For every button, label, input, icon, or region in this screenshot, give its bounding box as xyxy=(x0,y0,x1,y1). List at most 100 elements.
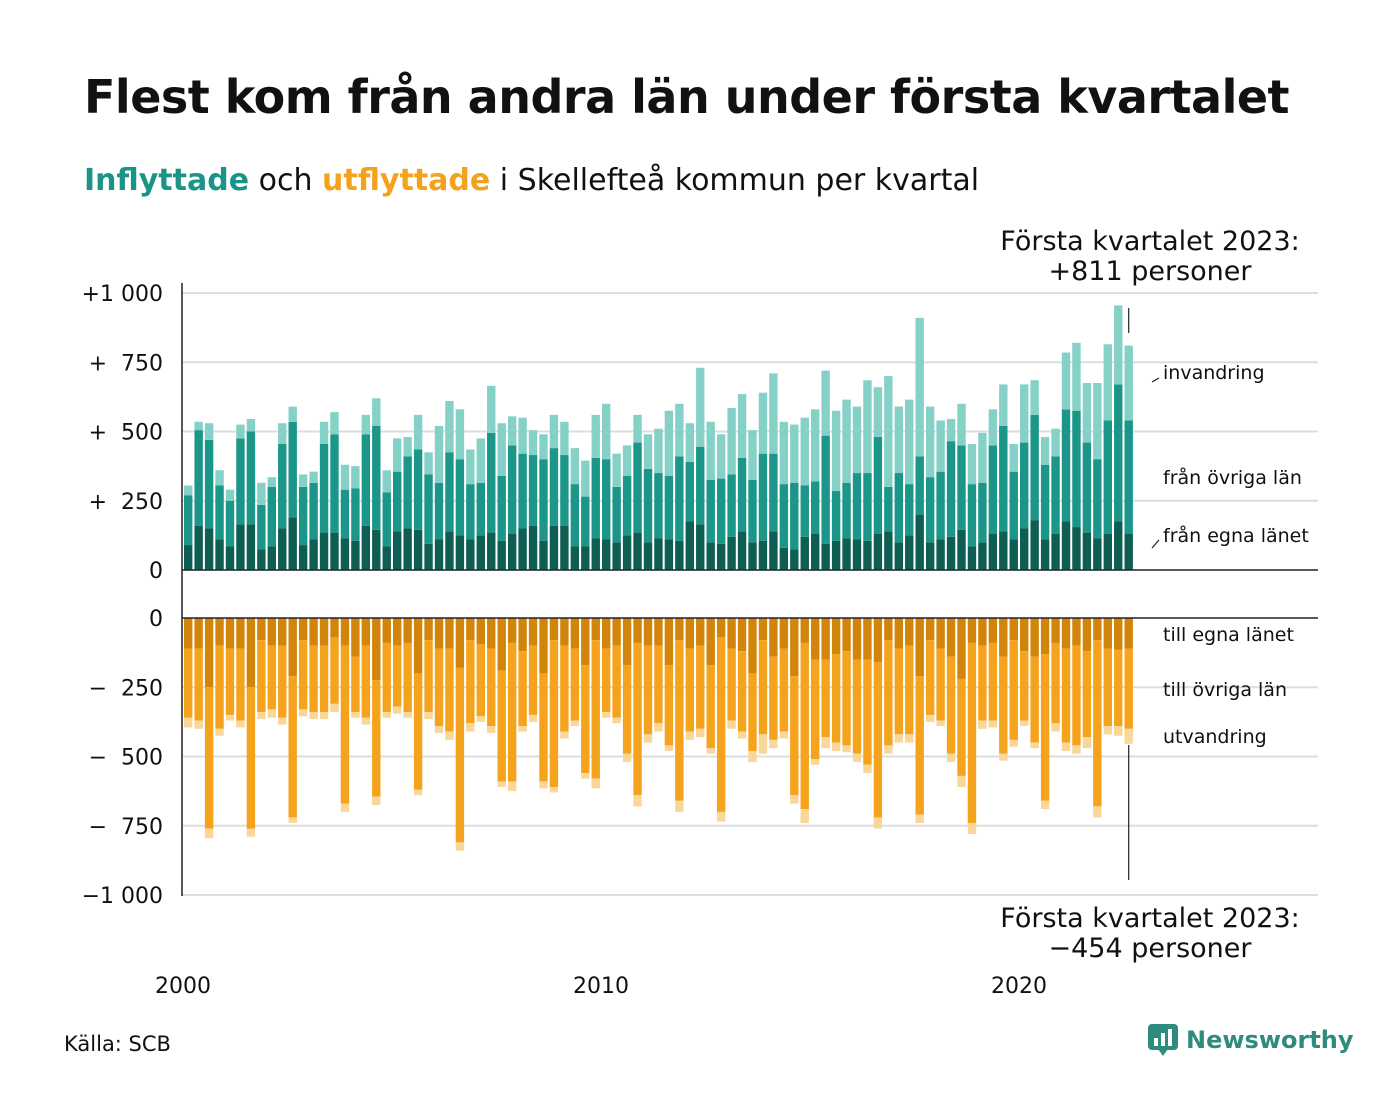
bar-till-egna-länet xyxy=(1040,618,1050,655)
bar-från-egna-länet xyxy=(727,536,736,570)
bar-utvandring xyxy=(351,712,360,718)
bar-till-egna-länet xyxy=(905,618,914,646)
subtitle-middle: och xyxy=(249,163,322,198)
bar-till-egna-länet xyxy=(863,618,872,660)
bar-utvandring xyxy=(664,745,674,751)
bar-till-egna-länet xyxy=(225,618,235,649)
x-tick-label: 2010 xyxy=(573,974,629,999)
bar-till-egna-länet xyxy=(612,618,621,646)
bar-från-egna-länet xyxy=(351,540,360,570)
bar-till-övriga-län xyxy=(946,656,956,754)
bar-från-övriga-län xyxy=(884,486,893,532)
bar-från-egna-länet xyxy=(288,517,297,570)
bar-från-övriga-län xyxy=(863,473,872,541)
bar-från-övriga-län xyxy=(1061,409,1071,522)
bar-från-övriga-län xyxy=(831,491,841,541)
bar-till-egna-länet xyxy=(1020,618,1029,652)
bar-från-egna-länet xyxy=(748,542,757,570)
annotation-top-line2: +811 personer xyxy=(1048,256,1252,287)
bar-utvandring xyxy=(184,717,193,728)
bar-utvandring xyxy=(298,709,308,717)
bar-till-egna-länet xyxy=(831,618,841,655)
bar-invandring xyxy=(528,430,538,456)
bar-från-övriga-län xyxy=(487,432,496,533)
bar-från-övriga-län xyxy=(319,443,329,533)
bar-från-egna-länet xyxy=(267,546,276,570)
bar-utvandring xyxy=(424,712,433,720)
bar-till-övriga-län xyxy=(769,656,778,740)
bar-utvandring xyxy=(800,809,809,823)
bar-utvandring xyxy=(455,842,465,851)
bar-till-övriga-län xyxy=(643,645,653,735)
bar-invandring xyxy=(758,392,768,454)
bar-invandring xyxy=(716,434,726,479)
bar-till-egna-länet xyxy=(434,618,444,649)
bar-från-egna-länet xyxy=(591,538,600,570)
bar-invandring xyxy=(1030,380,1039,415)
bar-till-övriga-län xyxy=(539,673,548,782)
bar-utvandring xyxy=(1061,742,1071,751)
bar-invandring xyxy=(539,434,548,460)
bar-utvandring xyxy=(790,795,799,804)
bar-invandring xyxy=(1072,342,1081,411)
bar-invandring xyxy=(999,384,1008,426)
bar-från-övriga-län xyxy=(978,482,987,543)
bar-från-egna-länet xyxy=(403,528,412,570)
bar-från-egna-länet xyxy=(1093,538,1102,570)
bar-till-övriga-län xyxy=(246,687,256,829)
bar-till-övriga-län xyxy=(779,648,789,732)
bar-invandring xyxy=(1051,428,1060,457)
bar-utvandring xyxy=(727,720,736,729)
y-tick-label: − 250 xyxy=(89,676,163,701)
bar-till-övriga-län xyxy=(225,648,235,715)
bar-från-egna-länet xyxy=(936,539,945,570)
bar-från-övriga-län xyxy=(581,496,590,547)
bar-utvandring xyxy=(403,712,412,718)
bar-från-egna-länet xyxy=(1114,521,1123,570)
bar-invandring xyxy=(372,398,381,426)
bar-från-övriga-län xyxy=(612,486,621,543)
bar-från-egna-länet xyxy=(257,549,266,570)
bar-till-övriga-län xyxy=(894,648,903,735)
bar-invandring xyxy=(424,452,433,475)
bar-till-egna-länet xyxy=(1009,618,1018,641)
bar-invandring xyxy=(863,380,872,474)
bar-utvandring xyxy=(570,720,580,727)
bar-till-egna-länet xyxy=(1061,618,1071,649)
bar-till-övriga-län xyxy=(319,645,329,713)
bar-till-egna-länet xyxy=(988,618,998,643)
bar-från-övriga-län xyxy=(811,481,820,534)
bar-invandring xyxy=(675,403,684,457)
bar-från-egna-länet xyxy=(790,549,799,570)
bar-från-egna-länet xyxy=(1020,528,1029,570)
bar-från-egna-länet xyxy=(842,538,851,570)
bar-från-övriga-län xyxy=(476,482,485,536)
bar-från-övriga-län xyxy=(267,486,276,547)
bar-från-egna-länet xyxy=(999,531,1008,570)
bar-från-övriga-län xyxy=(1009,471,1018,540)
bar-från-övriga-län xyxy=(894,473,903,543)
bar-utvandring xyxy=(1072,745,1081,754)
bar-från-egna-länet xyxy=(330,532,339,570)
bar-utvandring xyxy=(852,753,862,763)
bar-till-egna-länet xyxy=(518,618,527,652)
x-tick-label: 2020 xyxy=(991,974,1047,999)
bar-till-egna-länet xyxy=(507,618,517,643)
bar-från-övriga-län xyxy=(539,459,548,541)
bar-till-egna-länet xyxy=(873,618,883,663)
bar-utvandring xyxy=(894,734,903,743)
y-tick-label: +1 000 xyxy=(82,282,163,307)
bar-från-övriga-län xyxy=(570,484,580,547)
bar-till-övriga-län xyxy=(1061,648,1071,743)
bar-från-egna-länet xyxy=(1030,520,1039,570)
bar-till-övriga-län xyxy=(696,645,705,729)
bar-till-övriga-län xyxy=(821,659,830,738)
bar-till-övriga-län xyxy=(445,648,454,732)
series-label-in: från övriga län xyxy=(1163,466,1302,489)
bar-utvandring xyxy=(884,745,893,754)
bar-invandring xyxy=(1093,383,1102,460)
bar-från-övriga-län xyxy=(915,456,924,515)
bar-till-övriga-län xyxy=(528,645,538,715)
bar-utvandring xyxy=(487,726,496,733)
